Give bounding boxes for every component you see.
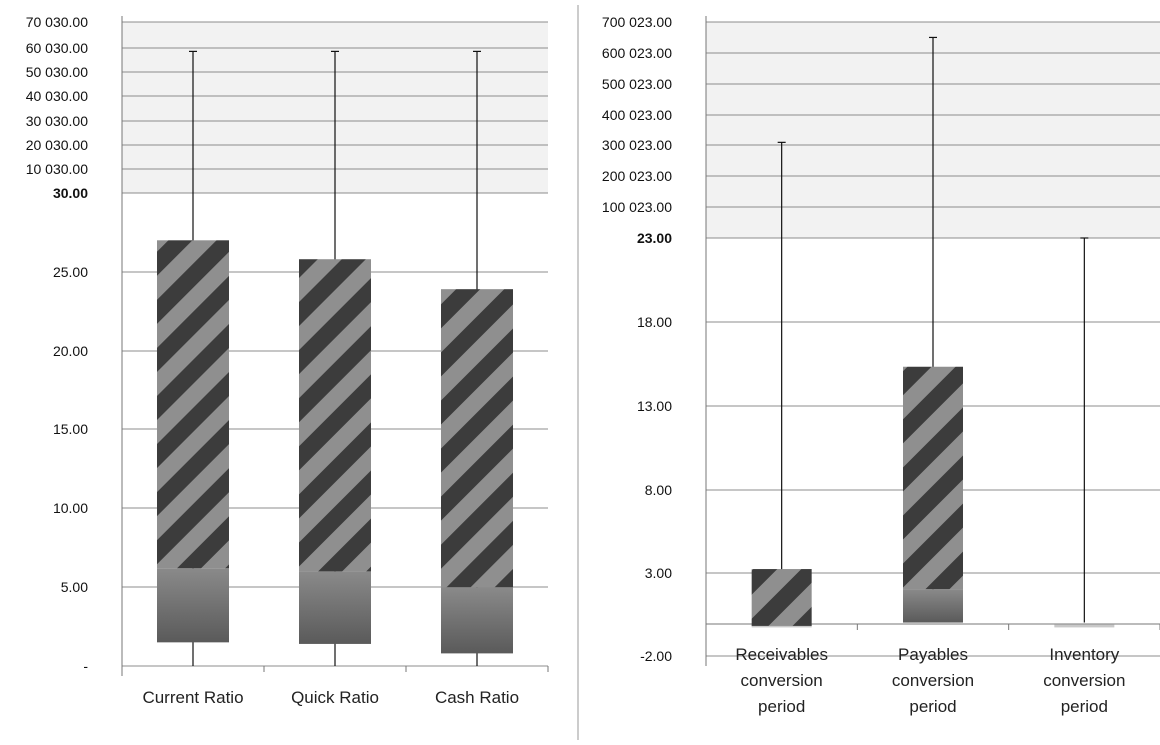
y-tick-label: 30 030.00 <box>26 113 88 129</box>
y-tick-label: 23.00 <box>637 230 672 246</box>
x-category-label: conversion <box>741 671 823 690</box>
x-category-label: conversion <box>1043 671 1125 690</box>
x-category-label: Receivables <box>735 645 828 664</box>
y-tick-label: 3.00 <box>645 565 672 581</box>
y-tick-label: 10 030.00 <box>26 161 88 177</box>
y-tick-label: 5.00 <box>61 579 88 595</box>
y-tick-label: 10.00 <box>53 500 88 516</box>
y-tick-label: 50 030.00 <box>26 64 88 80</box>
y-tick-label: 20 030.00 <box>26 137 88 153</box>
y-tick-label: - <box>83 658 88 674</box>
y-tick-label: 60 030.00 <box>26 40 88 56</box>
y-tick-label: 100 023.00 <box>602 199 672 215</box>
y-tick-label: 13.00 <box>637 398 672 414</box>
x-category-label: period <box>758 697 805 716</box>
y-tick-label: 25.00 <box>53 264 88 280</box>
x-category-label: conversion <box>892 671 974 690</box>
conversion-period-chart: 100 023.00 200 023.00 300 023.00 400 023.00… <box>602 14 1160 716</box>
bar-lower-segment <box>441 587 513 654</box>
y-tick-label: 30.00 <box>53 185 88 201</box>
y-tick-label: 18.00 <box>637 314 672 330</box>
x-category-label: Cash Ratio <box>435 688 519 707</box>
y-tick-label: 15.00 <box>53 421 88 437</box>
bar-upper-segment <box>441 289 513 588</box>
bar-upper-segment <box>751 569 812 626</box>
x-category-label: Payables <box>898 645 968 664</box>
y-tick-label: 400 023.00 <box>602 107 672 123</box>
y-tick-label: 200 023.00 <box>602 168 672 184</box>
y-tick-label: 20.00 <box>53 343 88 359</box>
x-category-label: Inventory <box>1049 645 1119 664</box>
x-category-label: Quick Ratio <box>291 688 379 707</box>
y-tick-label: 700 023.00 <box>602 14 672 30</box>
bar-lower-segment <box>299 571 371 644</box>
bar-upper-segment <box>157 240 229 569</box>
y-tick-label: 300 023.00 <box>602 137 672 153</box>
y-tick-label: 600 023.00 <box>602 45 672 61</box>
ratio-chart: 30.00 10 030.00 20 030.00 30 030.00 40 030.0… <box>26 14 549 707</box>
y-tick-label: -2.00 <box>640 648 672 664</box>
x-category-label: period <box>1061 697 1108 716</box>
bar-upper-segment <box>299 259 371 572</box>
y-tick-label: 70 030.00 <box>26 14 88 30</box>
bar-upper-segment <box>903 366 963 590</box>
y-tick-label: 40 030.00 <box>26 88 88 104</box>
x-category-label: period <box>909 697 956 716</box>
bar-lower-segment <box>157 568 229 643</box>
y-tick-label: 500 023.00 <box>602 76 672 92</box>
y-tick-label: 8.00 <box>645 482 672 498</box>
bar-lower-segment <box>903 589 963 623</box>
x-category-label: Current Ratio <box>142 688 243 707</box>
bar-lower-segment <box>1054 624 1115 628</box>
